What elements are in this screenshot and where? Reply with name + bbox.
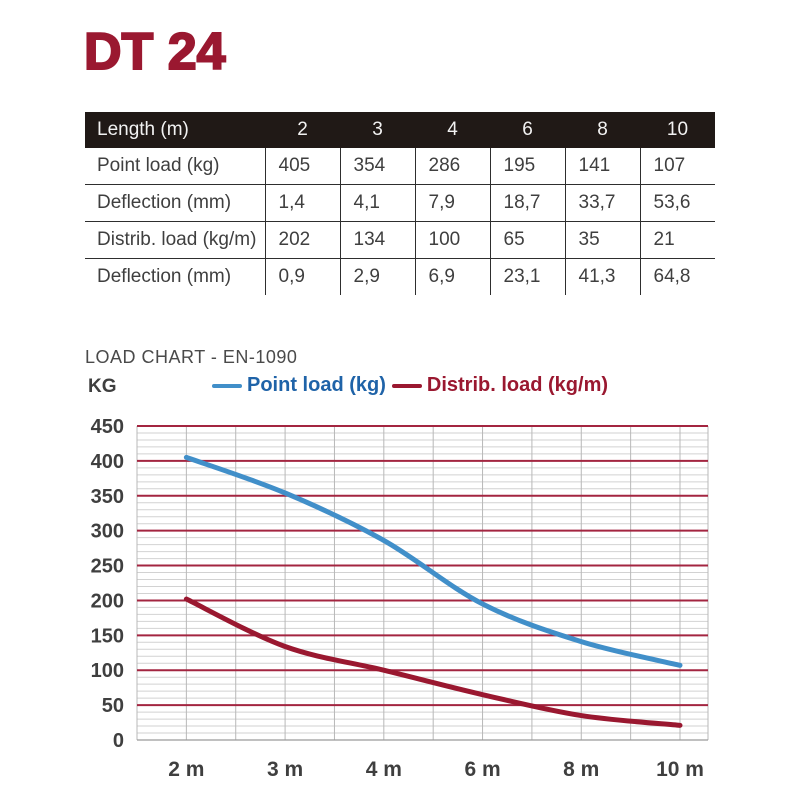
- table-cell: 65: [489, 221, 565, 259]
- table-cell: 18,7: [489, 184, 565, 222]
- table-header-cell: 6: [522, 119, 533, 140]
- legend-item-point-load: Point load (kg): [212, 374, 386, 397]
- table-cell: 23,1: [489, 258, 565, 295]
- y-axis-tick-label: 200: [91, 590, 124, 612]
- point-load-line: [183, 454, 683, 668]
- x-axis-tick-label: 4 m: [366, 758, 402, 781]
- table-header-cell: 10: [666, 119, 689, 140]
- table-cell: 1,4: [264, 184, 340, 222]
- table-row: Point load (kg) 405 354 286 195 141 107: [85, 148, 715, 185]
- table-cell: 100: [414, 221, 490, 259]
- point-load-legend-label: Point load (kg): [247, 374, 386, 396]
- table-cell: 195: [489, 148, 565, 185]
- chart-title: LOAD CHART - EN-1090: [85, 347, 298, 367]
- table-cell: 286: [414, 148, 490, 185]
- table-cell: 202: [264, 221, 340, 259]
- table-row-label: Deflection (mm): [85, 258, 265, 295]
- point-load-line-swatch: [212, 383, 242, 388]
- table-cell: 405: [264, 148, 340, 185]
- table-cell: 0,9: [264, 258, 340, 295]
- table-header-cell: 8: [597, 119, 608, 140]
- table-cell: 6,9: [414, 258, 490, 295]
- table-row-label: Point load (kg): [97, 155, 220, 176]
- table-cell: 35: [564, 221, 640, 259]
- x-axis-tick-label: 3 m: [267, 758, 303, 781]
- distrib-load-line: [183, 596, 683, 728]
- table-row-label: Deflection (mm): [85, 184, 265, 222]
- table-cell: 4,1: [339, 184, 415, 222]
- x-axis-tick-label: 2 m: [168, 758, 204, 781]
- table-cell: 107: [639, 148, 715, 185]
- table-row: Distrib. load (kg/m) 202 134 100 65 35 21: [85, 221, 715, 259]
- table-cell: 64,8: [639, 258, 715, 295]
- y-axis-tick-label: 50: [102, 695, 124, 717]
- table-header-cell: 4: [447, 119, 458, 140]
- table-row: Deflection (mm) 0,9 2,9 6,9 23,1 41,3 64,8: [85, 258, 715, 295]
- table-row-label: Distrib. load (kg/m): [85, 221, 265, 259]
- y-axis-tick-label: 400: [91, 451, 124, 473]
- distrib-load-legend-label: Distrib. load (kg/m): [426, 374, 609, 396]
- table-cell: 33,7: [564, 184, 640, 222]
- x-axis-tick-label: 10 m: [656, 758, 704, 781]
- y-axis-tick-label: 300: [91, 521, 124, 543]
- y-axis-tick-label: 100: [91, 660, 124, 682]
- load-chart-svg: 0 50 100 150 200 250 300 350 400 450 2 m 3 m 4 m 6 m 8…: [91, 416, 709, 781]
- table-header-label: Length (m): [97, 119, 189, 140]
- table-cell: 141: [564, 148, 640, 185]
- y-axis-tick-label: 250: [91, 556, 124, 578]
- table-cell: 2,9: [339, 258, 415, 295]
- distrib-load-line-swatch: [391, 383, 422, 388]
- table-row: Deflection (mm) 1,4 4,1 7,9 18,7 33,7 53,6: [85, 184, 715, 222]
- x-axis-tick-label: 8 m: [563, 758, 599, 781]
- table-cell: 7,9: [414, 184, 490, 222]
- table-cell: 354: [339, 148, 415, 185]
- page-title: DT 24: [83, 22, 227, 82]
- x-axis-tick-label: 6 m: [464, 758, 500, 781]
- table-header-cell: 2: [297, 119, 308, 140]
- chart-legend: Point load (kg) Distrib. load (kg/m): [212, 374, 608, 397]
- y-axis-tick-label: 150: [91, 625, 124, 647]
- y-axis-unit-label: KG: [88, 376, 117, 397]
- table-header-cell: 3: [372, 119, 383, 140]
- load-chart: 0 50 100 150 200 250 300 350 400 450 2 m 3 m 4 m 6 m 8…: [85, 408, 735, 805]
- y-axis-tick-label: 350: [91, 486, 124, 508]
- y-axis-tick-label: 450: [91, 416, 124, 438]
- legend-item-distrib-load: Distrib. load (kg/m): [391, 374, 609, 397]
- table-cell: 41,3: [564, 258, 640, 295]
- table-cell: 53,6: [639, 184, 715, 222]
- table-cell: 21: [639, 221, 715, 259]
- load-table: Length (m) 2 3 4 6 8 10 Point load (kg) 405 354 2…: [85, 112, 715, 295]
- y-axis-tick-label: 0: [113, 730, 124, 752]
- table-header-row: Length (m) 2 3 4 6 8 10: [85, 112, 715, 148]
- table-cell: 134: [339, 221, 415, 259]
